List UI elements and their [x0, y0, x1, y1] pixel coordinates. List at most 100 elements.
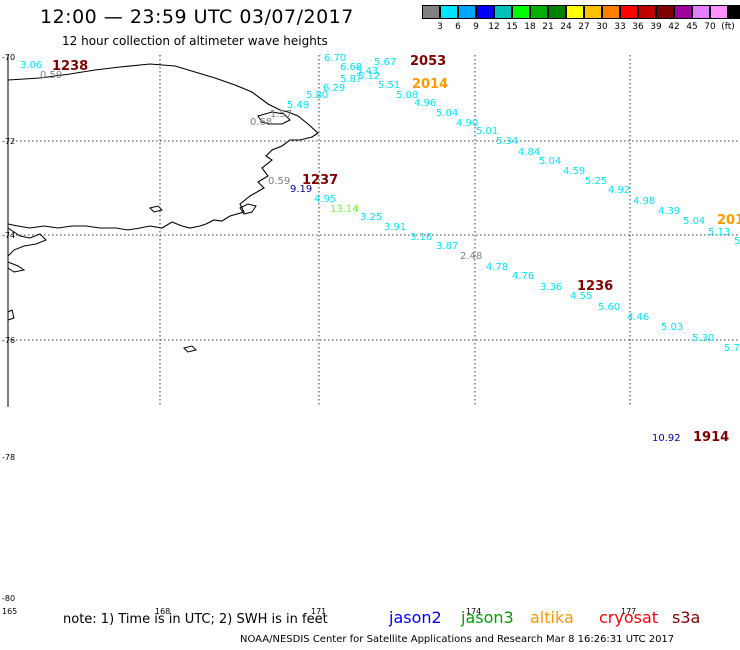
- track-time-label: 1914: [693, 430, 729, 445]
- swh-value: 3.16: [410, 232, 432, 243]
- swh-value: 5.80: [306, 90, 328, 101]
- credit-line: NOAA/NESDIS Center for Satellite Applica…: [240, 634, 675, 645]
- legend-cryosat: cryosat: [599, 608, 659, 627]
- lon-labels: 165 168 171 174 177: [2, 607, 636, 616]
- swh-value: 4.92: [608, 185, 630, 196]
- color-scale-label: 6: [455, 22, 461, 32]
- color-swatch: [584, 5, 602, 19]
- swh-value: 3.06: [20, 60, 42, 71]
- color-scale-label: 30: [596, 22, 608, 32]
- color-swatch: [458, 5, 476, 19]
- swh-value: 2.48: [460, 251, 482, 262]
- lat-labels: -70 -72 -74 -76 -78 -80: [2, 53, 15, 603]
- swh-value: 4.95: [314, 194, 336, 205]
- lon-label: 174: [466, 607, 481, 616]
- color-scale-label: 18: [524, 22, 536, 32]
- swh-value: 4.76: [512, 271, 534, 282]
- legend-s3a: s3a: [672, 608, 701, 627]
- color-swatch: [692, 5, 710, 19]
- color-scale-label: 9: [473, 22, 479, 32]
- swh-value: 5.04: [683, 216, 705, 227]
- swh-value: 4.55: [570, 291, 592, 302]
- swh-value: 4.90: [456, 118, 478, 129]
- swh-value: 0.59: [268, 176, 290, 187]
- swh-value: 3.91: [384, 222, 406, 233]
- island-3: [7, 309, 15, 321]
- swh-value: 5: [734, 236, 740, 247]
- swh-value: 3.25: [360, 212, 382, 223]
- color-swatch: [656, 5, 674, 19]
- color-swatch: [638, 5, 656, 19]
- swh-value: 5.30: [692, 333, 714, 344]
- swh-value: 5.8?: [340, 74, 361, 85]
- graticule: [8, 55, 740, 407]
- swh-value: 5.60: [598, 302, 620, 313]
- legend-jason2: jason2: [389, 608, 442, 627]
- swh-value: 4.46: [627, 312, 649, 323]
- track-1914: 10.92 1914: [652, 430, 729, 445]
- color-swatch: [422, 5, 440, 19]
- color-swatch: [602, 5, 620, 19]
- legend-jason3: jason3: [461, 608, 514, 627]
- color-scale-label: 3: [437, 22, 443, 32]
- swh-value: 10.92: [652, 433, 681, 444]
- color-swatch: [674, 5, 692, 19]
- coastline-west: [7, 227, 47, 273]
- swh-value: 4.98: [633, 196, 655, 207]
- track-time-label: 1238: [52, 59, 88, 74]
- color-scale-label: 12: [488, 22, 500, 32]
- color-swatch: [476, 5, 494, 19]
- lat-label: -76: [2, 336, 15, 345]
- swh-value: 0.59: [40, 70, 62, 81]
- swh-value: 13.14: [330, 204, 359, 215]
- coastline-inlet: [257, 111, 291, 125]
- lat-label: -70: [2, 53, 15, 62]
- color-swatch: [440, 5, 458, 19]
- swh-value: 5.49: [287, 100, 309, 111]
- swh-value: 5.34: [496, 136, 518, 147]
- swh-value: 5.13: [708, 227, 730, 238]
- lat-label: -80: [2, 594, 15, 603]
- color-scale-label: 21: [542, 22, 554, 32]
- legend-altika: altika: [530, 608, 574, 627]
- swh-value: 5.7: [724, 343, 740, 354]
- lat-label: -72: [2, 137, 15, 146]
- coastline: [7, 63, 319, 231]
- track-1237: 1237 0.59 9.19 4.95 13.14 3.25 3.91 3.16…: [268, 173, 562, 293]
- lat-label: -78: [2, 453, 15, 462]
- swh-value: 5.04: [436, 108, 458, 119]
- lon-label: 171: [311, 607, 326, 616]
- color-scale-label: 70: [704, 22, 716, 32]
- track-2053: 2053 6.70 6.68 5.43 5.67 5.8? 5.12 6.29 …: [250, 53, 446, 128]
- color-scale-label: 15: [506, 22, 518, 32]
- track-1238: 1238 3.06 0.59: [20, 59, 88, 81]
- swh-value: 5.51: [378, 80, 400, 91]
- color-swatch: [512, 5, 530, 19]
- color-scale-label: (ft): [721, 22, 735, 32]
- color-swatch: [620, 5, 638, 19]
- swh-value: 1.57: [270, 109, 292, 120]
- lon-label: 177: [621, 607, 636, 616]
- color-scale-label: 33: [614, 22, 626, 32]
- swh-value: 6.29: [323, 83, 345, 94]
- track-time-label: 1236: [577, 279, 613, 294]
- color-swatch: [548, 5, 566, 19]
- color-swatch: [710, 5, 728, 19]
- lon-label: 165: [2, 607, 17, 616]
- lon-label: 168: [155, 607, 170, 616]
- swh-value: 0.68: [250, 117, 272, 128]
- color-swatch: [566, 5, 584, 19]
- swh-value: 5.67: [374, 57, 396, 68]
- island-4: [149, 205, 163, 213]
- swh-value: 5.04: [539, 156, 561, 167]
- swh-value: 4.96: [414, 98, 436, 109]
- swh-value: 5.25: [585, 176, 607, 187]
- track-1236: 1236 4.55 5.60 4.46 5.03 5.30 5.7: [570, 279, 740, 354]
- color-scale-label: 36: [632, 22, 644, 32]
- color-scale-label: 27: [578, 22, 590, 32]
- swh-value: 5.43: [356, 66, 378, 77]
- swh-value: 5.03: [661, 322, 683, 333]
- lat-label: -74: [2, 231, 15, 240]
- swh-value: 4.78: [486, 262, 508, 273]
- page-subtitle: 12 hour collection of altimeter wave hei…: [62, 34, 328, 48]
